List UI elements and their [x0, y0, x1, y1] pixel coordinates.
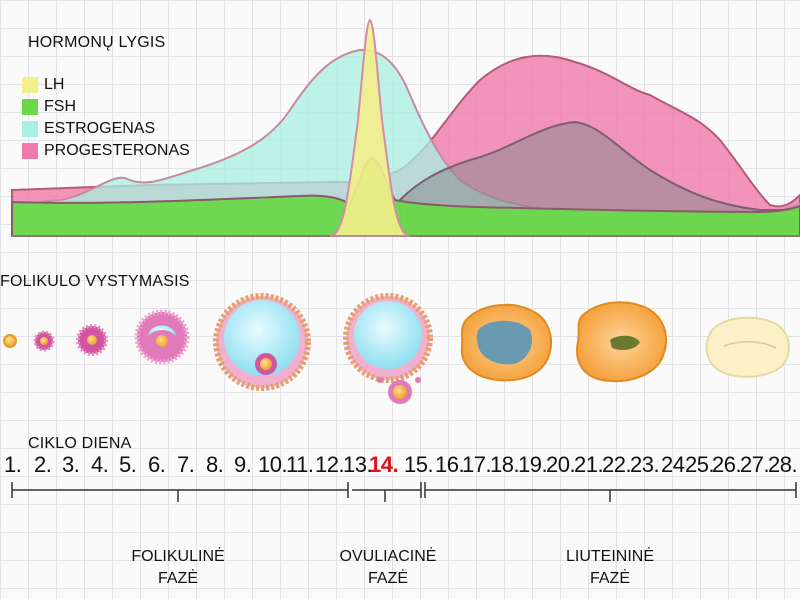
day-label: 4. [91, 452, 109, 477]
phase-word: FAZĖ [589, 570, 630, 587]
follicle-stages [3, 293, 790, 404]
progesterone-swatch [22, 143, 38, 159]
day-label-highlighted: 14. [369, 452, 399, 477]
day-label: 12. [315, 452, 345, 477]
day-label: 22. [602, 452, 632, 477]
early-antral-follicle [134, 309, 190, 365]
graafian-follicle [213, 293, 311, 391]
day-label: 21. [574, 452, 604, 477]
day-label: 3. [62, 452, 80, 477]
day-label: 13. [343, 452, 373, 477]
day-label: 5. [119, 452, 137, 477]
cycle-day-title: CIKLO DIENA [28, 435, 132, 452]
phase-name: LIUTEININĖ [565, 548, 654, 565]
day-label: 15. [404, 452, 434, 477]
secondary-follicle [76, 324, 108, 356]
day-label: 9. [234, 452, 252, 477]
corpus-luteum [576, 301, 667, 383]
corpus-albicans [705, 316, 790, 378]
hormone-chart [11, 18, 800, 237]
legend-estrogen: ESTROGENAS [22, 118, 190, 140]
day-label: 2. [34, 452, 52, 477]
legend-estrogen-label: ESTROGENAS [44, 120, 156, 137]
day-label: 17. [462, 452, 492, 477]
day-label: 16. [435, 452, 465, 477]
day-label: 27. [740, 452, 770, 477]
day-label: 19. [518, 452, 548, 477]
follicular-phase-label: FOLIKULINĖ FAZĖ [98, 546, 258, 590]
follicle-development-title: FOLIKULO VYSTYMASIS [0, 273, 190, 290]
phase-word: FAZĖ [157, 570, 198, 587]
lh-swatch [22, 77, 38, 93]
lh-curve [329, 18, 411, 237]
day-label: 8. [206, 452, 224, 477]
legend-fsh: FSH [22, 96, 190, 118]
phase-word: FAZĖ [367, 570, 408, 587]
phase-name: OVULIACINĖ [339, 548, 437, 565]
day-label: 10. [258, 452, 288, 477]
ovulating-follicle [343, 293, 433, 404]
day-label: 7. [177, 452, 195, 477]
hormone-level-title: HORMONŲ LYGIS [28, 34, 166, 51]
ovulatory-phase-label: OVULIACINĖ FAZĖ [308, 546, 468, 590]
day-label: 11. [286, 452, 314, 477]
phase-name: FOLIKULINĖ [131, 548, 225, 565]
day-label: 23. [630, 452, 660, 477]
legend-progesterone-label: PROGESTERONAS [44, 142, 190, 159]
day-label: 24 [661, 452, 685, 477]
day-label: 6. [148, 452, 166, 477]
corpus-luteum-early [460, 303, 552, 382]
day-label: 1. [4, 452, 22, 477]
legend-fsh-label: FSH [44, 98, 76, 115]
day-label: 26. [712, 452, 742, 477]
primary-follicle [33, 330, 55, 352]
phase-axis [11, 482, 797, 502]
primordial-follicle [3, 334, 17, 348]
legend-progesterone: PROGESTERONAS [22, 140, 190, 162]
fsh-swatch [22, 99, 38, 115]
day-label: 20. [546, 452, 576, 477]
day-label: 28. [768, 452, 798, 477]
legend-lh-label: LH [44, 76, 65, 93]
day-label: 25. [685, 452, 715, 477]
legend-lh: LH [22, 74, 190, 96]
cycle-days: 1. 2. 3. 4. 5. 6. 7. 8. 9. 10. 11. 12. 1… [0, 452, 800, 492]
estrogen-swatch [22, 121, 38, 137]
hormone-legend: LH FSH ESTROGENAS PROGESTERONAS [22, 74, 190, 162]
day-label: 18. [490, 452, 520, 477]
luteal-phase-label: LIUTEININĖ FAZĖ [530, 546, 690, 590]
